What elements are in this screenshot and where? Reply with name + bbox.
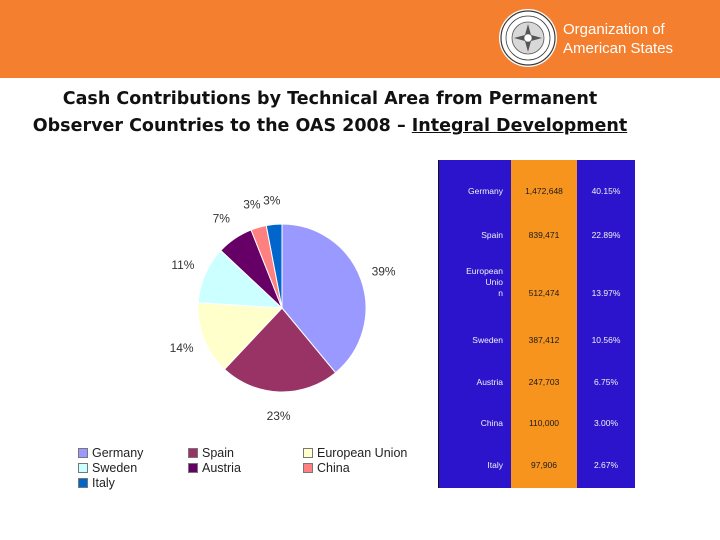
legend-swatch — [303, 447, 313, 458]
legend-swatch — [303, 462, 313, 473]
oas-seal-icon — [499, 9, 557, 67]
amount-cell: 387,412 — [528, 335, 560, 345]
country-cell: China — [480, 418, 503, 428]
header-banner: Organization of American States — [0, 0, 720, 78]
country-cell: Italy — [487, 460, 503, 470]
legend-swatch — [78, 447, 88, 458]
contributions-table: Germany 1,472,648 40.15% Spain 839,471 22.89%… — [438, 160, 635, 488]
amount-cell: 110,000 — [528, 418, 560, 428]
pie-label-china: 3% — [243, 197, 261, 211]
page-title: Cash Contributions by Technical Area fro… — [0, 86, 660, 140]
percent-cell: 22.89% — [591, 230, 621, 240]
legend-swatch — [188, 462, 198, 473]
legend-item-germany: Germany — [78, 446, 143, 460]
legend-item-austria: Austria — [188, 461, 241, 475]
legend-swatch — [78, 477, 88, 488]
pie-slice-germany — [281, 223, 367, 374]
amount-cell: 839,471 — [528, 230, 560, 240]
legend-label: Germany — [92, 446, 144, 460]
title-line2: Observer Countries to the OAS 2008 – Int… — [0, 113, 660, 140]
legend-label: Spain — [202, 446, 234, 460]
org-name-line1: Organization of — [563, 21, 665, 38]
legend-label: Sweden — [92, 461, 138, 475]
percent-cell: 6.75% — [593, 377, 619, 387]
pie-slice-spain — [223, 307, 337, 393]
legend-item-european-union: European Union — [303, 446, 407, 460]
amount-column-bg — [511, 160, 577, 488]
pie-slice-european-union — [197, 302, 284, 370]
amount-cell: 247,703 — [528, 377, 560, 387]
country-cell: Austria — [476, 377, 503, 387]
legend-item-china: China — [303, 461, 350, 475]
country-cell: Spain — [481, 230, 503, 240]
country-cell: European Unio n — [466, 266, 503, 298]
pie-chart: 39% 23% 14% 11% 7% 3% 3% — [170, 194, 396, 423]
percent-cell: 13.97% — [591, 288, 621, 298]
title-line2-prefix: Observer Countries to the OAS 2008 – — [32, 116, 412, 136]
pie-label-sweden: 11% — [171, 258, 194, 272]
country-cell: Sweden — [472, 335, 503, 345]
amount-cell: 97,906 — [531, 460, 557, 470]
pie-label-european-union: 14% — [170, 341, 194, 355]
pie-label-austria: 7% — [213, 212, 231, 226]
title-line2-underlined: Integral Development — [411, 116, 628, 136]
percent-cell: 3.00% — [593, 418, 619, 428]
pie-label-italy: 3% — [263, 194, 281, 208]
legend-item-italy: Italy — [78, 476, 115, 490]
legend-swatch — [188, 447, 198, 458]
pie-slice-italy — [265, 223, 283, 309]
percent-cell: 2.67% — [593, 460, 619, 470]
legend-swatch — [78, 462, 88, 473]
title-line1: Cash Contributions by Technical Area fro… — [62, 89, 598, 109]
legend-item-sweden: Sweden — [78, 461, 137, 475]
amount-cell: 1,472,648 — [525, 186, 563, 196]
legend-label: Austria — [202, 461, 241, 475]
percent-cell: 40.15% — [591, 186, 621, 196]
percent-cell: 10.56% — [591, 335, 621, 345]
org-name: Organization of American States — [563, 20, 673, 58]
legend-label: European Union — [317, 446, 408, 460]
org-name-line2: American States — [563, 40, 674, 57]
legend-item-spain: Spain — [188, 446, 234, 460]
pie-label-spain: 23% — [267, 409, 291, 423]
legend-label: Italy — [92, 476, 115, 490]
pie-label-germany: 39% — [372, 264, 396, 278]
legend-label: China — [317, 461, 350, 475]
amount-cell: 512,474 — [528, 288, 560, 298]
chart-legend: Germany Spain European Union Sweden Austria C… — [78, 446, 418, 496]
country-cell: Germany — [468, 186, 503, 196]
